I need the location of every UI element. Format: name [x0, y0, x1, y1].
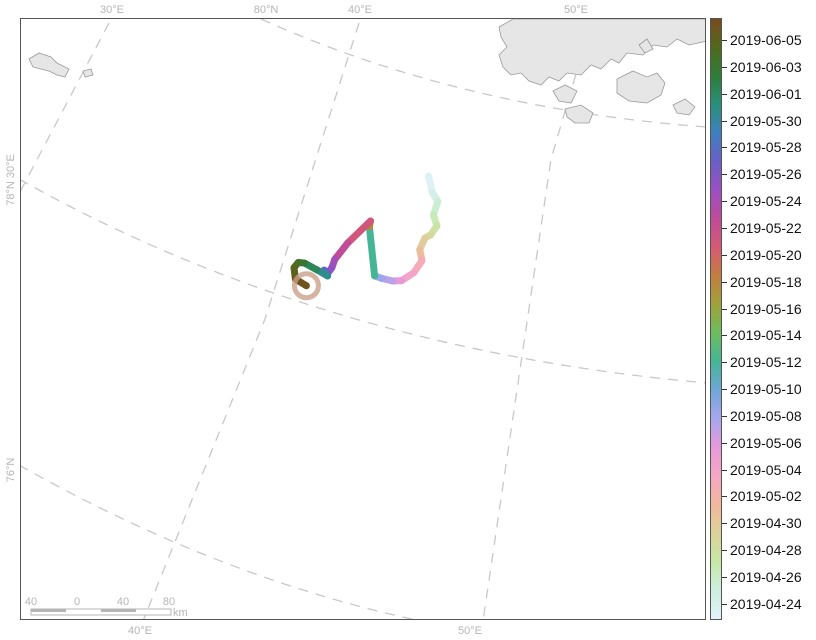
colorbar-tick: [722, 93, 727, 95]
colorbar-label: 2019-05-08: [730, 407, 802, 424]
land-island-far-east: [672, 98, 696, 116]
colorbar-tick: [722, 415, 727, 417]
colorbar-label: 2019-05-26: [730, 166, 802, 183]
colorbar-label: 2019-05-10: [730, 381, 802, 398]
track-end-marker: [291, 271, 321, 301]
colorbar-tick: [722, 201, 727, 203]
parallel-76n: [21, 465, 415, 619]
scale-bar: 40 0 40 80 km: [25, 596, 188, 619]
colorbar-label: 2019-05-06: [730, 434, 802, 451]
colorbar-label: 2019-04-30: [730, 515, 802, 532]
land-island-southeast: [616, 70, 666, 104]
colorbar-label: 2019-06-03: [730, 58, 802, 75]
colorbar-label: 2019-05-28: [730, 139, 802, 156]
colorbar-tick: [722, 254, 727, 256]
colorbar-label: 2019-05-30: [730, 112, 802, 129]
colorbar-tick: [722, 281, 727, 283]
scale-unit: km: [173, 607, 188, 619]
colorbar-tick: [722, 389, 727, 391]
colorbar-label: 2019-05-24: [730, 193, 802, 210]
colorbar-label: 2019-06-01: [730, 85, 802, 102]
map-canvas[interactable]: 30°E 50°E 40 0 40 80 km: [21, 19, 706, 620]
colorbar-label: 2019-05-14: [730, 327, 802, 344]
map-panel[interactable]: 30°E 50°E 40 0 40 80 km: [20, 18, 706, 620]
label-78n-left: 78°N 30°E: [5, 154, 17, 206]
land-franz-josef-main: [498, 19, 705, 86]
colorbar-tick: [722, 577, 727, 578]
colorbar-tick: [722, 40, 727, 41]
land-masses: [28, 19, 705, 124]
date-colorbar: [710, 18, 722, 620]
scale-tick-0: 40: [25, 596, 37, 608]
parallel-78n: [21, 179, 705, 384]
colorbar-label: 2019-05-22: [730, 219, 802, 236]
colorbar-tick: [722, 335, 727, 337]
label-30e-top: 30°E: [100, 4, 124, 16]
meridian-30e: [21, 22, 110, 192]
track-segment: [365, 223, 379, 280]
colorbar-label: 2019-05-18: [730, 273, 802, 290]
label-50e-bottom: 50°E: [458, 625, 482, 637]
colorbar-tick: [722, 120, 727, 122]
colorbar-label: 2019-04-24: [730, 595, 802, 612]
colorbar-tick: [722, 174, 727, 176]
land-island-south-1: [552, 84, 578, 104]
label-80n-top: 80°N: [254, 4, 279, 16]
colorbar-label: 2019-05-04: [730, 461, 802, 478]
scale-tick-1: 0: [74, 596, 80, 608]
graticule-lines: [21, 19, 705, 619]
scale-tick-3: 80: [163, 596, 175, 608]
colorbar-tick: [722, 550, 727, 552]
drift-track: [290, 172, 442, 290]
meridian-40e: [143, 22, 360, 619]
land-island-south-2: [564, 104, 594, 124]
track-segment: [344, 217, 375, 247]
label-76n-left: 76°N: [5, 458, 17, 483]
colorbar-tick: [722, 523, 727, 525]
label-50e-top-outer: 50°E: [564, 4, 588, 16]
parallel-80n: [260, 19, 705, 128]
label-40e-top: 40°E: [348, 4, 372, 16]
colorbar-tick: [722, 227, 727, 229]
land-island-east: [638, 38, 654, 54]
colorbar-tick: [722, 442, 727, 444]
colorbar-tick: [722, 469, 727, 471]
colorbar-label: 2019-05-12: [730, 354, 802, 371]
colorbar-label: 2019-04-28: [730, 542, 802, 559]
land-islet-small: [82, 68, 94, 78]
colorbar-tick: [722, 147, 727, 149]
colorbar-label: 2019-05-20: [730, 246, 802, 263]
colorbar-tick: [722, 603, 727, 605]
colorbar-tick: [722, 496, 727, 498]
colorbar-tick: [722, 308, 727, 310]
meridian-50e: [482, 22, 592, 619]
colorbar-label: 2019-05-16: [730, 300, 802, 317]
label-40e-bottom: 40°E: [128, 625, 152, 637]
scale-tick-2: 40: [117, 596, 129, 608]
colorbar-tick: [722, 66, 727, 68]
colorbar-label: 2019-06-05: [730, 32, 802, 48]
land-islet-west: [28, 52, 70, 78]
colorbar-label: 2019-05-02: [730, 488, 802, 505]
colorbar-label: 2019-04-26: [730, 569, 802, 585]
colorbar-tick: [722, 362, 727, 364]
